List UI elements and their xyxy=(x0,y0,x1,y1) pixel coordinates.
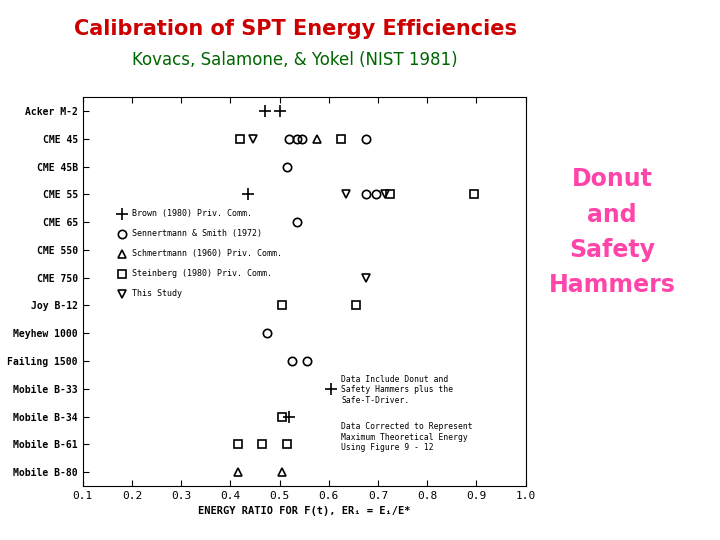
Text: Brown (1980) Priv. Comm.: Brown (1980) Priv. Comm. xyxy=(132,210,252,218)
Text: Kovacs, Salamone, & Yokel (NIST 1981): Kovacs, Salamone, & Yokel (NIST 1981) xyxy=(132,51,458,69)
Text: Data Corrected to Represent
Maximum Theoretical Energy
Using Figure 9 - 12: Data Corrected to Represent Maximum Theo… xyxy=(341,422,473,452)
X-axis label: ENERGY RATIO FOR F(t), ERᵢ = Eᵢ/E*: ENERGY RATIO FOR F(t), ERᵢ = Eᵢ/E* xyxy=(198,507,410,516)
Text: Sennertmann & Smith (1972): Sennertmann & Smith (1972) xyxy=(132,230,262,238)
Text: Calibration of SPT Energy Efficiencies: Calibration of SPT Energy Efficiencies xyxy=(73,19,517,39)
Text: Schmertmann (1960) Priv. Comm.: Schmertmann (1960) Priv. Comm. xyxy=(132,249,282,258)
Text: This Study: This Study xyxy=(132,289,182,298)
Text: Data Include Donut and
Safety Hammers plus the
Safe-T-Driver.: Data Include Donut and Safety Hammers pl… xyxy=(341,375,453,404)
Text: Donut
and
Safety
Hammers: Donut and Safety Hammers xyxy=(549,167,675,298)
Text: Steinberg (1980) Priv. Comm.: Steinberg (1980) Priv. Comm. xyxy=(132,269,272,278)
